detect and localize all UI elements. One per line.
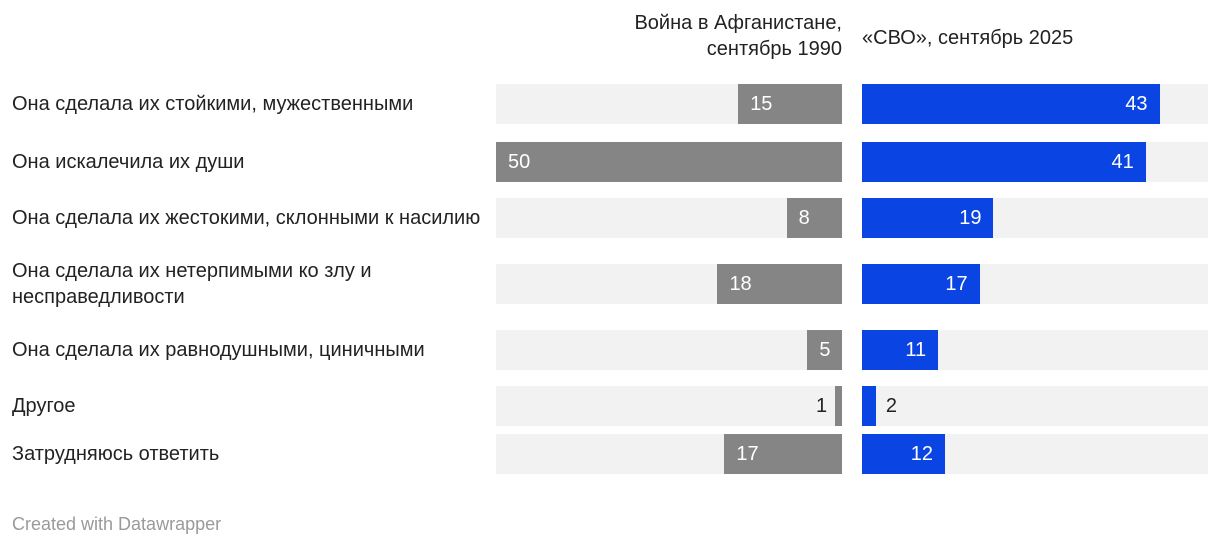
value-label: 41 bbox=[1111, 151, 1134, 173]
bar bbox=[862, 142, 1146, 182]
value-label: 19 bbox=[959, 207, 982, 229]
row-background bbox=[496, 330, 842, 370]
bar bbox=[862, 330, 939, 370]
row-label: Она сделала их жестокими, склонными к на… bbox=[12, 207, 481, 229]
bar bbox=[862, 264, 980, 304]
value-label: 15 bbox=[750, 93, 773, 115]
value-label: 50 bbox=[508, 151, 531, 173]
value-label: 17 bbox=[736, 443, 759, 465]
value-label: 5 bbox=[819, 339, 831, 361]
row-label: Она сделала их равнодушными, циничными bbox=[12, 339, 425, 361]
row-background bbox=[862, 386, 1208, 426]
row-label: Она сделала их нетерпимыми ко злу и несп… bbox=[12, 260, 372, 308]
value-label: 12 bbox=[910, 443, 934, 465]
row-label: Затрудняюсь ответить bbox=[12, 443, 220, 465]
value-label: 8 bbox=[798, 207, 810, 229]
bar bbox=[724, 434, 842, 474]
bar bbox=[862, 434, 946, 474]
value-label: 18 bbox=[729, 273, 752, 295]
bar bbox=[807, 330, 842, 370]
bar bbox=[862, 386, 876, 426]
value-label: 17 bbox=[945, 273, 968, 295]
row-background bbox=[496, 386, 842, 426]
bar bbox=[717, 264, 842, 304]
bar bbox=[496, 142, 842, 182]
row-background bbox=[496, 198, 842, 238]
series-header: «СВО», сентябрь 2025 bbox=[862, 27, 1074, 49]
value-label: 43 bbox=[1125, 93, 1148, 115]
series-header: Война в Афганистане, сентябрь 1990 bbox=[634, 12, 842, 60]
value-label: 11 bbox=[905, 339, 927, 361]
bar bbox=[862, 198, 994, 238]
row-label: Другое bbox=[12, 395, 76, 417]
row-label: Она искалечила их души bbox=[12, 151, 245, 173]
value-label: 2 bbox=[885, 395, 897, 417]
bar bbox=[862, 84, 1160, 124]
row-label: Она сделала их стойкими, мужественными bbox=[12, 93, 414, 115]
bar bbox=[738, 84, 842, 124]
bar bbox=[786, 198, 842, 238]
footer: Created with Datawrapper bbox=[12, 514, 222, 534]
value-label: 1 bbox=[815, 395, 828, 417]
bar bbox=[835, 386, 842, 426]
